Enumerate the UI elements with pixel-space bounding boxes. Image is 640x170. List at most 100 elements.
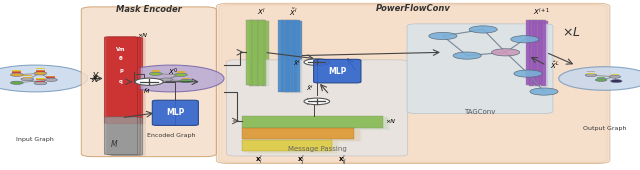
Bar <box>244 129 356 140</box>
Circle shape <box>453 52 481 59</box>
Bar <box>47 77 56 78</box>
Text: $\mathbf{x}_j^l$: $\mathbf{x}_j^l$ <box>297 153 305 168</box>
Circle shape <box>149 72 162 75</box>
Text: ×N: ×N <box>138 33 147 38</box>
FancyBboxPatch shape <box>104 117 138 155</box>
Text: θ: θ <box>119 56 123 61</box>
Bar <box>250 142 339 153</box>
Circle shape <box>135 78 163 85</box>
Circle shape <box>304 98 330 105</box>
Bar <box>250 118 390 130</box>
Bar <box>261 20 266 86</box>
Circle shape <box>10 81 23 84</box>
Bar <box>252 21 257 86</box>
Bar <box>36 71 45 72</box>
Circle shape <box>511 36 539 43</box>
Circle shape <box>585 74 596 77</box>
Bar <box>12 71 21 72</box>
Bar <box>291 20 297 92</box>
FancyBboxPatch shape <box>107 37 140 124</box>
Text: Output Graph: Output Graph <box>583 126 627 131</box>
Text: Message Passing: Message Passing <box>288 146 346 152</box>
Circle shape <box>34 72 47 75</box>
Bar <box>246 20 252 85</box>
FancyBboxPatch shape <box>152 100 198 125</box>
Bar <box>36 70 45 71</box>
Bar <box>538 20 543 85</box>
Text: MLP: MLP <box>328 67 346 76</box>
Circle shape <box>21 78 34 81</box>
Bar <box>12 70 21 71</box>
FancyBboxPatch shape <box>109 118 143 155</box>
Bar <box>294 20 300 92</box>
Text: q: q <box>119 79 123 84</box>
Circle shape <box>175 73 188 76</box>
Text: $X$: $X$ <box>92 70 100 82</box>
Bar <box>36 69 45 70</box>
Bar <box>177 71 185 72</box>
FancyBboxPatch shape <box>314 59 361 83</box>
Text: $\hat{X}^l$: $\hat{X}^l$ <box>306 83 314 93</box>
Bar <box>244 140 333 152</box>
Circle shape <box>611 80 622 83</box>
Text: $X^l$: $X^l$ <box>257 7 266 18</box>
Circle shape <box>34 82 47 85</box>
Text: PowerFlowConv: PowerFlowConv <box>376 4 450 13</box>
Circle shape <box>429 32 457 40</box>
Text: $\tilde{X}^l$: $\tilde{X}^l$ <box>289 7 298 18</box>
Bar <box>248 130 360 141</box>
Bar <box>242 140 332 151</box>
Circle shape <box>180 79 193 83</box>
Bar <box>249 20 254 86</box>
Bar <box>244 117 385 128</box>
Bar <box>259 20 264 85</box>
Bar <box>264 21 269 86</box>
Bar <box>36 78 45 79</box>
Circle shape <box>45 78 58 81</box>
Circle shape <box>609 75 621 78</box>
Circle shape <box>530 88 558 95</box>
Text: ×N: ×N <box>385 118 395 123</box>
Bar <box>296 21 302 93</box>
Circle shape <box>119 65 224 92</box>
Text: $\hat{X}^L$: $\hat{X}^L$ <box>550 60 560 71</box>
FancyBboxPatch shape <box>112 118 145 156</box>
Bar <box>255 20 260 86</box>
Bar <box>285 20 291 92</box>
Bar <box>543 21 548 86</box>
Bar <box>597 77 605 78</box>
Bar <box>47 76 56 77</box>
Text: $\hat{M}$: $\hat{M}$ <box>143 87 150 96</box>
FancyBboxPatch shape <box>219 4 608 163</box>
Bar <box>534 20 540 86</box>
FancyBboxPatch shape <box>407 24 553 114</box>
Bar <box>248 118 388 129</box>
Bar <box>152 71 159 72</box>
Bar <box>531 21 536 86</box>
Circle shape <box>559 67 640 90</box>
Text: M: M <box>111 140 118 149</box>
Text: Input Graph: Input Graph <box>17 137 54 142</box>
FancyBboxPatch shape <box>227 60 408 156</box>
Bar <box>36 81 45 82</box>
Bar <box>246 141 335 152</box>
FancyBboxPatch shape <box>221 6 606 162</box>
Bar <box>246 129 358 140</box>
Circle shape <box>304 59 330 65</box>
FancyBboxPatch shape <box>109 37 143 124</box>
Bar <box>250 130 362 141</box>
Text: Mask Encoder: Mask Encoder <box>116 5 181 14</box>
Bar <box>526 20 531 85</box>
Circle shape <box>595 78 607 81</box>
Bar <box>532 20 538 85</box>
Text: $\hat{X}^l$: $\hat{X}^l$ <box>293 58 301 68</box>
Text: $\times L$: $\times L$ <box>562 26 580 39</box>
Circle shape <box>150 81 163 84</box>
Bar <box>36 79 45 80</box>
Bar <box>587 71 595 72</box>
Bar <box>257 21 263 86</box>
Bar <box>242 116 383 128</box>
Bar <box>287 20 293 92</box>
Bar <box>252 20 258 85</box>
Bar <box>537 21 543 86</box>
